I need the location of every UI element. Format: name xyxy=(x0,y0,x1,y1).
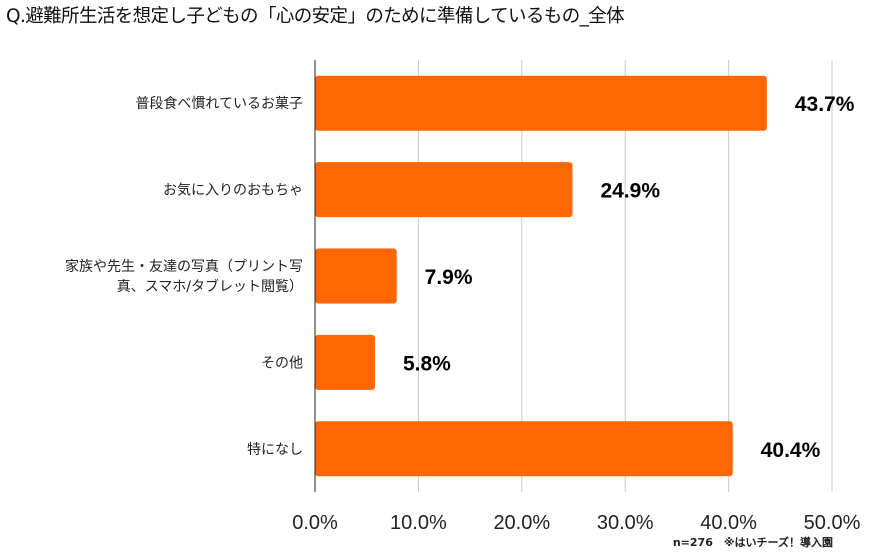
x-tick-label: 50.0% xyxy=(804,512,861,534)
value-label: 7.9% xyxy=(425,266,473,289)
x-tick-label: 40.0% xyxy=(700,512,757,534)
footnote: n=276 ※はいチーズ！導入園 xyxy=(672,536,833,549)
bar xyxy=(315,334,375,390)
category-label: 普段食べ慣れているお菓子 xyxy=(135,95,303,112)
value-label: 40.4% xyxy=(761,439,821,462)
category-label: その他 xyxy=(261,355,303,371)
x-tick-labels: 0.0% 10.0% 20.0% 30.0% 40.0% 50.0% xyxy=(292,512,860,534)
bar xyxy=(315,162,573,218)
x-tick-label: 0.0% xyxy=(292,512,338,534)
category-label: 真、スマホ/タブレット閲覧） xyxy=(117,278,303,295)
value-label: 5.8% xyxy=(403,352,451,375)
category-label: 特になし xyxy=(247,442,303,458)
value-label: 43.7% xyxy=(795,93,855,116)
category-labels: 普段食べ慣れているお菓子お気に入りのおもちゃ家族や先生・友達の写真（プリント写真… xyxy=(65,95,303,458)
bars xyxy=(315,75,767,477)
value-labels: 43.7% 24.9% 7.9% 5.8% 40.4% xyxy=(403,93,855,462)
gridlines xyxy=(417,60,833,492)
bar xyxy=(315,421,733,477)
x-tick-label: 10.0% xyxy=(390,512,447,534)
category-label: お気に入りのおもちゃ xyxy=(163,183,303,199)
page-title: Q.避難所生活を想定し子どもの「心の安定」のために準備しているもの_全体 xyxy=(6,6,625,27)
bar xyxy=(315,248,397,304)
value-label: 24.9% xyxy=(600,180,660,203)
x-tick-label: 20.0% xyxy=(493,512,550,534)
bar xyxy=(315,75,767,131)
category-label: 家族や先生・友達の写真（プリント写 xyxy=(65,258,303,275)
x-tick-label: 30.0% xyxy=(597,512,654,534)
